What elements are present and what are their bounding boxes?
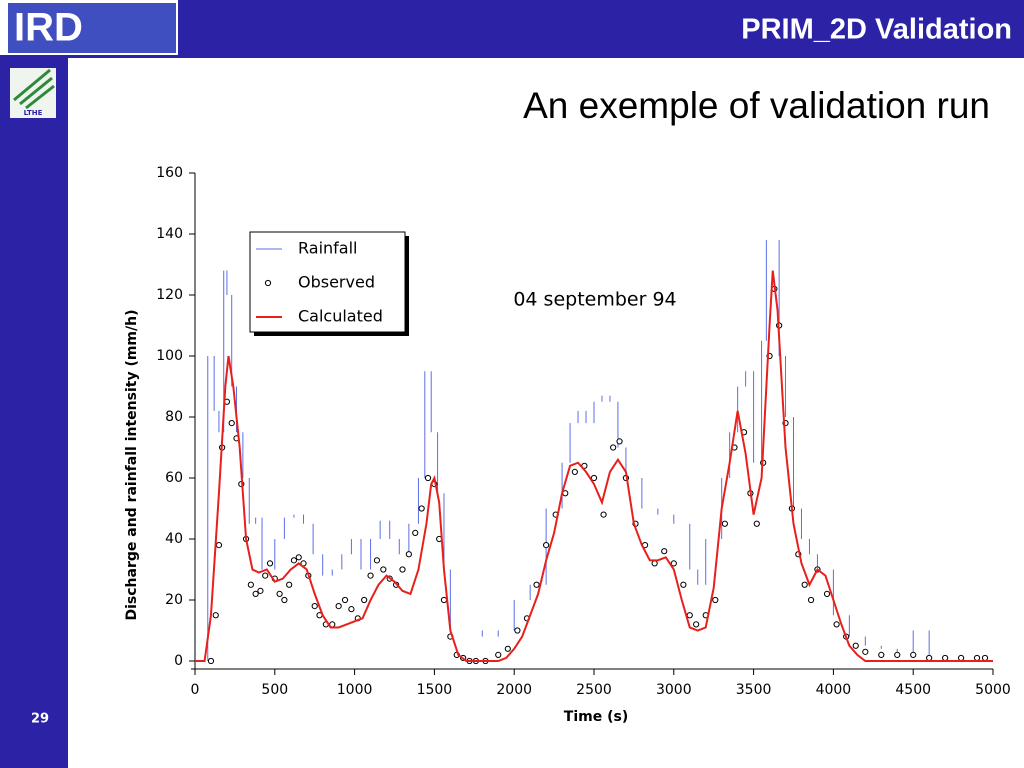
- y-tick-label: 20: [165, 592, 183, 608]
- observed-point: [651, 560, 658, 567]
- y-tick-label: 120: [156, 287, 183, 303]
- x-tick-label: 500: [261, 682, 288, 698]
- logo-bg: [8, 3, 176, 53]
- observed-point: [600, 511, 607, 518]
- x-tick-label: 4000: [816, 682, 852, 698]
- observed-point: [926, 654, 933, 662]
- observed-point: [418, 505, 425, 512]
- legend-label: Rainfall: [298, 239, 357, 258]
- x-tick-label: 3000: [656, 682, 692, 698]
- y-tick-label: 40: [165, 531, 183, 547]
- observed-point: [295, 554, 302, 561]
- observed-point: [399, 566, 406, 573]
- slide-title: An exemple of validation run: [523, 85, 990, 126]
- observed-point: [571, 468, 578, 475]
- observed-point: [610, 444, 617, 451]
- y-tick-label: 140: [156, 226, 183, 242]
- observed-point: [348, 606, 355, 613]
- observed-point: [380, 566, 387, 573]
- x-tick-label: 2000: [496, 682, 532, 698]
- sublogo-icon: [13, 68, 55, 110]
- sublogo-text: LTHE: [24, 109, 43, 117]
- observed-point: [228, 420, 235, 427]
- observed-point: [252, 590, 259, 598]
- observed-point: [661, 548, 668, 555]
- observed-point: [247, 581, 254, 588]
- observed-point: [373, 557, 381, 564]
- observed-point: [311, 603, 318, 610]
- observed-point: [290, 557, 298, 564]
- x-tick-label: 3500: [736, 682, 772, 698]
- observed-point: [424, 474, 432, 482]
- observed-point: [942, 654, 949, 662]
- y-axis-label: Discharge and rainfall intensity (mm/h): [124, 310, 140, 621]
- observed-point: [212, 612, 219, 619]
- observed-point: [878, 651, 885, 659]
- observed-point: [257, 587, 264, 594]
- observed-point: [712, 596, 719, 604]
- observed-point: [405, 551, 412, 558]
- observed-point: [957, 654, 965, 662]
- y-tick-label: 80: [165, 409, 183, 425]
- observed-point: [833, 621, 840, 628]
- x-tick-label: 1000: [337, 682, 373, 698]
- observed-point: [276, 590, 283, 598]
- observed-point: [207, 657, 215, 665]
- header-title: PRIM_2D Validation: [741, 14, 1012, 46]
- observed-point: [281, 596, 288, 604]
- observed-point: [440, 596, 448, 604]
- observed-point: [504, 645, 511, 652]
- observed-point: [543, 542, 550, 549]
- y-tick-label: 160: [156, 165, 183, 181]
- observed-point: [862, 648, 869, 655]
- observed-point: [981, 654, 989, 662]
- observed-point: [801, 581, 808, 588]
- side-bar: [0, 0, 68, 768]
- observed-point: [286, 581, 293, 588]
- observed-point: [616, 438, 623, 445]
- observed-point: [670, 560, 677, 567]
- observed-point: [807, 596, 815, 604]
- x-tick-label: 2500: [576, 682, 612, 698]
- y-tick-label: 100: [156, 348, 183, 364]
- observed-point: [495, 651, 502, 659]
- observed-point: [852, 642, 859, 649]
- y-tick-label: 60: [165, 470, 183, 486]
- page-number: 29: [31, 712, 49, 727]
- observed-point: [533, 581, 540, 588]
- observed-point: [266, 560, 274, 567]
- observed-point: [367, 572, 374, 579]
- observed-point: [894, 651, 901, 659]
- x-tick-label: 1500: [417, 682, 453, 698]
- calculated-line: [195, 270, 993, 662]
- x-tick-label: 4500: [895, 682, 931, 698]
- observed-point: [215, 542, 223, 549]
- x-axis-label: Time (s): [564, 709, 628, 725]
- observed-point: [590, 474, 598, 482]
- annotation: 04 september 94: [513, 289, 676, 311]
- observed-point: [823, 590, 831, 598]
- legend-label: Calculated: [298, 307, 383, 326]
- x-tick-label: 0: [191, 682, 200, 698]
- observed-point: [686, 612, 693, 619]
- x-tick-label: 5000: [975, 682, 1011, 698]
- observed-point: [341, 596, 349, 604]
- observed-point: [721, 520, 728, 527]
- legend-swatch: [264, 279, 272, 287]
- logo-text: IRD: [14, 6, 83, 50]
- observed-point: [262, 572, 269, 579]
- y-tick-label: 0: [174, 653, 183, 669]
- observed-point: [412, 529, 419, 537]
- observed-point: [335, 603, 342, 610]
- observed-point: [973, 654, 981, 662]
- observed-point: [753, 520, 760, 527]
- observed-point: [514, 627, 521, 634]
- legend-label: Observed: [298, 273, 375, 292]
- observed-point: [693, 621, 700, 628]
- observed-point: [361, 596, 368, 604]
- observed-point: [680, 581, 687, 588]
- observed-point: [910, 651, 917, 659]
